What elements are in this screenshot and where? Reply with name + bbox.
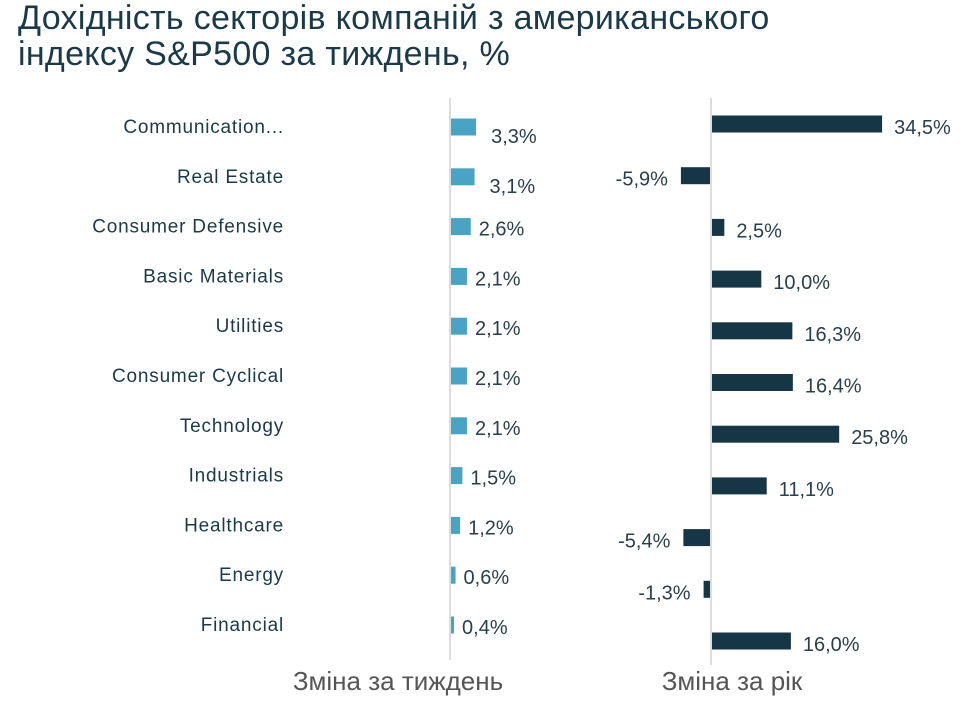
year-bar <box>683 529 710 547</box>
chart-title-line-1: Дохідність секторів компаній з американс… <box>18 0 770 37</box>
week-value-label: 2,6% <box>479 219 525 241</box>
chart-title-line-2: індексу S&P500 за тиждень, % <box>18 35 511 73</box>
year-value-label: 34,5% <box>894 117 951 139</box>
week-value-label: 3,1% <box>490 176 536 198</box>
week-value-label: 2,1% <box>475 418 521 440</box>
year-value-label: 16,0% <box>803 634 860 656</box>
year-value-label: 11,1% <box>779 479 834 501</box>
year-value-label: 16,4% <box>805 376 862 398</box>
week-bar <box>451 267 467 285</box>
chart-title: Дохідність секторів компаній з американс… <box>18 0 770 72</box>
year-bar <box>680 167 710 185</box>
year-bar <box>703 580 710 598</box>
year-bar <box>712 374 793 391</box>
category-label: Technology <box>180 416 284 437</box>
year-axis-title: Зміна за рік <box>662 666 803 696</box>
week-bar <box>451 168 475 186</box>
week-bar <box>451 616 455 634</box>
week-value-label: 2,1% <box>475 268 521 290</box>
category-label: Consumer Defensive <box>92 217 284 238</box>
week-value-label: 2,1% <box>475 368 521 390</box>
year-bar <box>712 477 767 495</box>
category-label: Energy <box>219 565 284 586</box>
week-value-label: 1,2% <box>468 517 514 539</box>
week-bar <box>451 118 477 136</box>
week-bar <box>451 566 456 584</box>
year-value-label: 25,8% <box>851 427 908 449</box>
week-value-label: 0,6% <box>464 567 510 589</box>
category-label: Financial <box>201 615 284 636</box>
year-bar <box>712 115 883 133</box>
year-bar <box>712 322 793 340</box>
year-value-label: 16,3% <box>804 324 861 346</box>
week-value-label: 3,3% <box>491 126 537 148</box>
year-value-label: 10,0% <box>773 272 830 294</box>
year-value-label: -5,9% <box>616 169 668 191</box>
week-bar <box>451 467 463 485</box>
week-bar <box>451 417 467 435</box>
year-value-label: -1,3% <box>638 582 690 604</box>
category-label: Industrials <box>189 466 284 487</box>
week-axis-title: Зміна за тиждень <box>293 666 503 696</box>
week-bar <box>451 218 471 236</box>
category-label: Healthcare <box>184 515 284 536</box>
category-label: Utilities <box>216 316 284 337</box>
week-bar <box>451 367 467 385</box>
category-label: Communication... <box>123 117 284 138</box>
week-bar <box>451 317 467 335</box>
year-bar <box>712 270 762 288</box>
year-value-label: 2,5% <box>736 220 782 242</box>
category-label: Consumer Cyclical <box>112 366 284 387</box>
year-value-label: -5,4% <box>618 531 670 553</box>
week-bar <box>451 516 461 534</box>
year-bar <box>712 218 725 236</box>
week-value-label: 2,1% <box>475 318 521 340</box>
year-bar <box>712 632 791 650</box>
category-label: Real Estate <box>177 167 284 188</box>
week-value-label: 1,5% <box>470 468 516 490</box>
year-bar <box>712 425 840 443</box>
week-value-label: 0,4% <box>462 617 508 639</box>
category-label: Basic Materials <box>143 266 284 287</box>
